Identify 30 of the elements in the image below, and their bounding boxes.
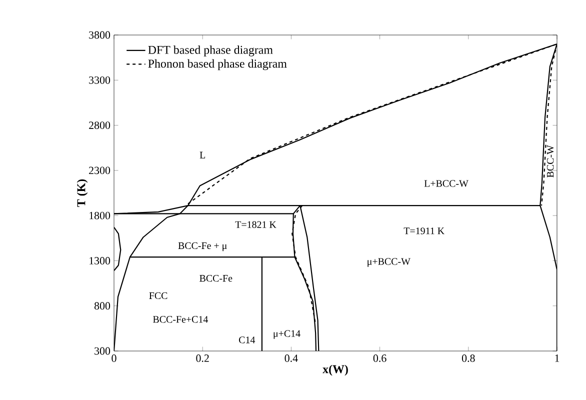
x-tick-label: 1 [555,354,560,362]
y-tick-label: 2300 [89,166,110,174]
legend-label: Phonon based phase diagram [148,59,287,70]
y-tick-label: 800 [94,302,110,310]
annotation: L [200,152,206,158]
annotation: C14 [239,336,256,344]
y-axis-title: T (K) [76,179,88,207]
x-tick-label: 0.4 [284,354,298,362]
y-tick-label: 3300 [89,76,110,84]
annotation: BCC-W [546,145,554,178]
x-tick-label: 0 [112,354,116,362]
annotation: FCC [149,292,168,300]
x-tick-label: 0.6 [373,354,386,362]
annotation: BCC-Fe + μ [178,242,227,252]
annotation: L+BCC-W [424,180,468,187]
x-tick-label: 0.8 [462,354,475,362]
annotation: μ+BCC-W [368,258,410,267]
y-tick-label: 1800 [90,212,110,220]
x-axis-title: x(W) [322,364,348,376]
annotation: BCC-Fe [200,274,232,282]
annotation: BCC-Fe+C14 [153,316,208,323]
annotation: T=1911 K [404,228,444,234]
annotation: T=1821 K [235,221,276,228]
y-tick-label: 1300 [90,257,110,264]
annotation: μ+C14 [274,330,300,339]
y-tick-label: 2800 [89,122,110,129]
x-tick-label: 0.2 [196,354,209,362]
legend-label: DFT based phase diagram [148,46,273,56]
y-tick-label: 3800 [89,31,110,39]
y-tick-label: 300 [94,347,110,355]
